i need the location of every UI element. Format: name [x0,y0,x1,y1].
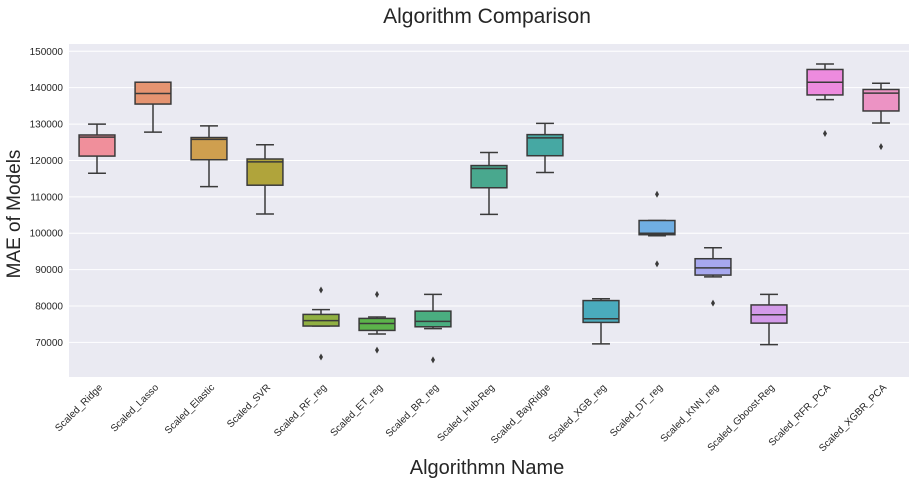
box-body [694,257,732,276]
y-tick-label: 90000 [35,265,63,276]
y-tick-label: 70000 [35,338,63,349]
box-Scaled_Lasso [134,81,172,133]
y-tick-label: 130000 [30,120,64,131]
y-tick-label: 80000 [35,302,63,313]
x-tick-label: Scaled_XGB_reg [547,382,609,444]
box-Scaled_Gboost-Reg [750,293,788,346]
y-tick-label: 140000 [30,83,64,94]
boxes [78,63,900,364]
outlier-point [319,286,323,294]
x-tick-label: Scaled_DT_reg [608,382,665,439]
x-tick-label: Scaled_ET_reg [329,382,386,439]
outlier-point [375,290,379,298]
outlier-point [823,130,827,138]
chart-title: Algorithm Comparison [383,5,591,28]
box-Scaled_SVR [246,144,284,215]
y-tick-labels: 70000 80000 90000 100000 110000 120000 130000 1… [30,47,64,349]
y-tick-label: 110000 [30,192,63,203]
box-Scaled_Elastic [190,125,228,188]
box-Scaled_XGB_reg [582,298,620,345]
outlier-point [655,260,659,268]
box-Scaled_XGBR_PCA [862,82,900,151]
box-Scaled_RFR_PCA [806,63,844,138]
y-tick-label: 150000 [30,47,64,58]
x-tick-label: Scaled_BayRidge [489,382,553,446]
x-tick-label: Scaled_SVR [225,382,273,430]
box-Scaled_BR_reg [414,293,452,364]
outlier-point [879,143,883,151]
box-Scaled_BayRidge [526,122,564,174]
x-tick-label: Scaled_RFR_PCA [767,382,834,449]
outlier-point [711,299,715,307]
x-tick-label: Scaled_Hub-Reg [435,382,497,444]
box-Scaled_DT_reg [638,190,676,268]
box-body [638,219,676,236]
box-Scaled_Hub-Reg [470,151,508,216]
y-tick-label: 120000 [30,156,64,167]
box-Scaled_ET_reg [358,290,396,354]
x-tick-label: Scaled_Ridge [53,382,105,434]
outlier-point [319,353,323,361]
box-body [246,158,284,186]
box-Scaled_KNN_reg [694,247,732,307]
x-tick-label: Scaled_Elastic [163,382,217,436]
box-body [862,88,900,112]
outlier-point [655,190,659,198]
y-axis-label: MAE of Models [4,150,25,279]
x-tick-label: Scaled_BR_reg [384,382,441,439]
y-tick-label: 100000 [30,229,64,240]
x-tick-labels: Scaled_Ridge Scaled_Lasso Scaled_Elastic Sc… [53,382,889,454]
x-tick-label: Scaled_Lasso [109,382,162,435]
x-tick-label: Scaled_KNN_reg [659,382,721,444]
box-body [414,310,452,328]
box-body [358,317,396,332]
box-Scaled_RF_reg [302,286,340,361]
box-body [470,164,508,189]
box-body [582,299,620,324]
x-axis-label: Algorithmn Name [410,457,565,479]
outlier-point [431,356,435,364]
x-tick-label: Scaled_RF_reg [272,382,329,439]
box-body [78,134,116,157]
box-body [526,133,564,157]
box-body [190,136,228,161]
box-Scaled_Ridge [78,123,116,174]
outlier-point [375,346,379,354]
